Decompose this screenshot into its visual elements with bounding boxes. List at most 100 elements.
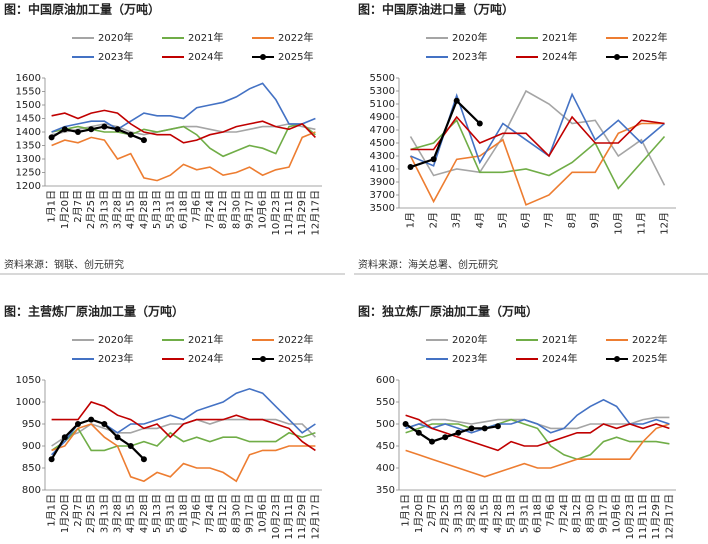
data-point (101, 123, 108, 130)
legend-label: 2023年 (98, 352, 133, 365)
x-tick-label: 8月12日 (217, 494, 229, 533)
series-line (51, 401, 316, 452)
y-tick-label: 4900 (370, 112, 395, 123)
x-tick-label: 9月17日 (243, 190, 255, 229)
legend-label: 2021年 (188, 31, 223, 44)
y-tick-label: 4300 (370, 151, 395, 162)
legend-label: 2021年 (542, 333, 577, 346)
legend-label: 2024年 (188, 50, 223, 63)
data-point (442, 434, 449, 441)
x-tick-label: 3月13日 (452, 494, 464, 533)
x-tick-label: 2月7日 (426, 494, 438, 527)
y-tick-label: 1300 (16, 154, 41, 165)
legend-label: 2024年 (542, 352, 577, 365)
legend-marker (260, 54, 266, 60)
data-point (114, 126, 121, 133)
series-line (409, 89, 666, 186)
y-tick-label: 600 (376, 375, 395, 386)
source-note: 资料来源：海关总署、创元研究 (358, 258, 498, 271)
x-tick-label: 1月20日 (59, 190, 71, 229)
series-line (405, 398, 670, 434)
data-point (415, 429, 422, 436)
y-tick-label: 400 (376, 463, 395, 474)
legend-label: 2021年 (188, 333, 223, 346)
series-line (410, 98, 481, 169)
x-tick-label: 11月29日 (296, 190, 308, 235)
data-point (114, 434, 121, 441)
x-tick-label: 6月18日 (178, 494, 190, 533)
data-point (481, 425, 488, 432)
series-line (410, 115, 665, 158)
x-tick-label: 4月15日 (479, 494, 491, 533)
chart-title: 图：主营炼厂原油加工量（万吨） (4, 304, 184, 319)
legend-marker (614, 54, 620, 60)
series-line (51, 131, 316, 182)
data-point (127, 443, 134, 449)
data-point (407, 164, 414, 171)
data-point (88, 126, 95, 133)
y-tick-label: 4700 (370, 125, 395, 136)
y-tick-label: 1050 (16, 375, 41, 386)
data-point (140, 137, 147, 144)
x-tick-label: 4月28日 (138, 190, 150, 229)
data-point (74, 129, 81, 135)
x-tick-label: 7月 (543, 212, 555, 228)
series-line (51, 427, 316, 452)
x-tick-label: 12月17日 (309, 494, 321, 539)
x-tick-label: 7月6日 (545, 494, 557, 527)
x-tick-label: 10月6日 (257, 190, 269, 229)
x-tick-label: 4月15日 (125, 190, 137, 229)
x-tick-label: 1月 (405, 212, 417, 228)
x-tick-label: 4月15日 (125, 494, 137, 533)
x-tick-label: 8月12日 (217, 190, 229, 229)
legend-label: 2020年 (452, 31, 487, 44)
x-tick-label: 2月25日 (439, 494, 451, 533)
x-tick-label: 6月18日 (178, 190, 190, 229)
legend-marker (614, 356, 620, 362)
x-tick-label: 7月24日 (558, 494, 570, 533)
data-point (88, 416, 95, 423)
legend-label: 2022年 (278, 333, 313, 346)
x-tick-label: 10月23日 (270, 190, 282, 235)
legend-label: 2020年 (98, 31, 133, 44)
x-tick-label: 11月 (635, 212, 647, 235)
y-tick-label: 850 (22, 463, 41, 474)
data-point (476, 120, 483, 127)
legend-label: 2025年 (632, 352, 667, 365)
data-point (402, 421, 409, 427)
x-tick-label: 1月1日 (400, 494, 412, 527)
x-tick-label: 8月30日 (230, 494, 242, 533)
x-tick-label: 3月 (451, 212, 463, 228)
x-tick-label: 8月 (566, 212, 578, 228)
y-tick-label: 4100 (370, 164, 395, 175)
y-tick-label: 550 (376, 397, 395, 408)
x-tick-label: 5月13日 (151, 190, 163, 229)
y-tick-label: 1500 (16, 100, 41, 111)
x-tick-label: 2月7日 (72, 190, 84, 223)
y-tick-label: 3900 (370, 177, 395, 188)
y-tick-label: 5500 (370, 73, 395, 84)
y-tick-label: 1400 (16, 127, 41, 138)
legend-label: 2022年 (632, 31, 667, 44)
x-tick-label: 5月31日 (164, 190, 176, 229)
x-tick-label: 10月6日 (257, 494, 269, 533)
x-tick-label: 12月 (658, 212, 670, 235)
x-tick-label: 2月25日 (85, 190, 97, 229)
x-tick-label: 10月6日 (611, 494, 623, 533)
y-tick-label: 450 (376, 441, 395, 452)
x-tick-label: 7月24日 (204, 190, 216, 229)
x-tick-label: 7月24日 (204, 494, 216, 533)
series-line (51, 109, 316, 144)
y-tick-label: 800 (22, 485, 41, 496)
y-tick-label: 3700 (370, 190, 395, 201)
data-point (61, 126, 68, 133)
x-tick-label: 7月6日 (191, 494, 203, 527)
data-point (74, 421, 81, 427)
y-tick-label: 900 (22, 441, 41, 452)
legend-label: 2020年 (98, 333, 133, 346)
y-tick-label: 950 (22, 419, 41, 430)
legend-label: 2023年 (98, 50, 133, 63)
x-tick-label: 9月17日 (597, 494, 609, 533)
x-tick-label: 3月28日 (466, 494, 478, 533)
